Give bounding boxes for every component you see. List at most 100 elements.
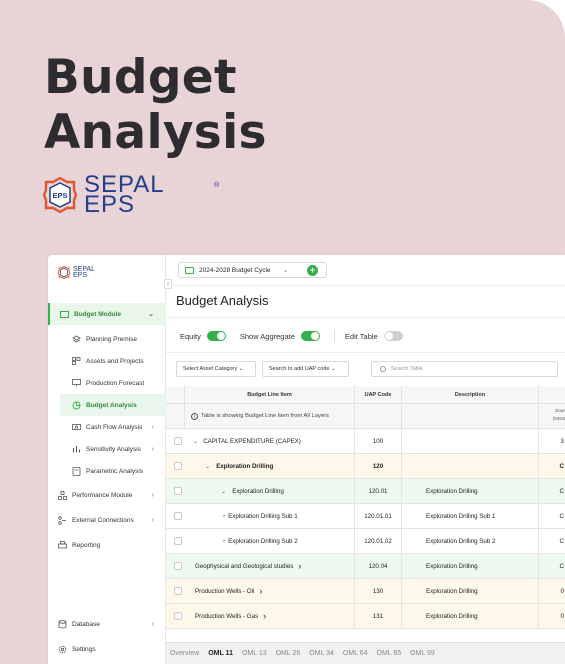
divider	[166, 285, 565, 286]
table-header-budget-line-item: Budget Line Item	[185, 386, 355, 404]
tab-oml-26[interactable]: OML 26	[275, 650, 301, 657]
eps-hexagon-icon: EPS	[43, 177, 77, 213]
row-item-label: Exploration Drilling	[232, 487, 284, 495]
sidebar-item-label: Sensitivity Analysis	[86, 445, 141, 453]
row-value-partial: C	[559, 537, 564, 545]
add-cycle-button[interactable]: +	[307, 265, 318, 276]
source-unit-partial: (NGN	[552, 417, 565, 422]
equity-toggle[interactable]	[206, 331, 226, 341]
sidebar-item-cash-flow-analysis[interactable]: Cash Flow Analysis ›	[48, 416, 166, 438]
tab-oml-11[interactable]: OML 11	[208, 650, 233, 657]
sidebar-item-performance-module[interactable]: Performance Module ›	[48, 484, 166, 506]
tab-overview[interactable]: Overview	[170, 650, 200, 657]
hierarchy-icon	[58, 490, 67, 500]
eps-hexagon-icon	[58, 266, 70, 279]
main-panel: 2024-2028 Budget Cycle ⌄ + Budget Analys…	[166, 255, 565, 664]
table-row[interactable]: Production Wells - Oil › 130 Exploration…	[166, 579, 565, 604]
equity-toggle-label: Equity	[180, 331, 201, 341]
tab-oml-64[interactable]: OML 64	[342, 650, 368, 657]
sidebar-collapse-button[interactable]: ›	[164, 279, 172, 289]
row-description	[402, 429, 539, 453]
logo-badge-text: EPS	[52, 191, 67, 200]
sidebar-logo-line-2: EPS	[73, 271, 88, 279]
chevron-right-icon[interactable]: ›	[263, 611, 267, 621]
sidebar-item-label: Parametric Analysis	[86, 467, 144, 475]
hero-title: Budget Analysis	[44, 50, 267, 160]
row-checkbox[interactable]	[174, 537, 182, 545]
show-aggregate-toggle[interactable]	[300, 331, 320, 341]
table-row[interactable]: Production Wells - Gas › 131 Exploration…	[166, 604, 565, 629]
source-header-partial: Sour	[554, 409, 565, 414]
printer-icon	[58, 540, 67, 550]
sidebar-item-production-forecast[interactable]: Production Forecast	[48, 372, 166, 394]
row-checkbox[interactable]	[174, 587, 182, 595]
row-checkbox[interactable]	[174, 487, 182, 495]
tab-oml-34[interactable]: OML 34	[309, 650, 334, 657]
uap-code-select[interactable]: Search to add UAP code ⌄	[262, 361, 349, 377]
table-row[interactable]: ⌄ Exploration Drilling 120.01 Exploratio…	[166, 479, 565, 504]
row-uap-code: 120.04	[355, 554, 402, 578]
row-value-partial: 0	[560, 612, 564, 620]
row-value-partial: 3	[560, 437, 564, 445]
row-uap-code: 120	[355, 454, 402, 478]
tab-oml-65[interactable]: OML 65	[376, 650, 402, 657]
chevron-down-icon[interactable]: ⌄	[221, 487, 227, 495]
sidebar-item-sensitivity-analysis[interactable]: Sensitivity Analysis ›	[48, 438, 166, 460]
bullet-icon: •	[223, 512, 226, 520]
chevron-down-icon[interactable]: ⌄	[205, 462, 211, 470]
row-uap-code: 120.01.01	[355, 504, 402, 528]
row-description: Exploration Drilling	[402, 554, 539, 578]
chevron-down-icon[interactable]: ⌄	[193, 437, 199, 445]
app-window: SEPAL EPS Budget Module ⌄ Planning Premi…	[48, 255, 565, 664]
chevron-right-icon[interactable]: ›	[298, 561, 302, 571]
search-input[interactable]: Search Table	[371, 361, 558, 377]
row-description: Exploration Drilling Sub 2	[402, 529, 539, 553]
row-description: Exploration Drilling	[402, 479, 539, 503]
sidebar-item-label: Performance Module	[72, 491, 133, 499]
search-placeholder: Search Table	[391, 366, 424, 372]
edit-table-toggle-label: Edit Table	[344, 331, 378, 341]
sidebar-item-reporting[interactable]: Reporting	[48, 534, 166, 556]
row-checkbox[interactable]	[174, 562, 182, 570]
calculator-icon	[72, 466, 81, 476]
chevron-down-icon: ⌄	[282, 267, 289, 274]
sidebar-item-assets-and-projects[interactable]: Assets and Projects	[48, 350, 166, 372]
sidebar-item-parametric-analysis[interactable]: Parametric Analysis	[48, 460, 166, 482]
sidebar-item-planning-premise[interactable]: Planning Premise	[48, 328, 166, 350]
layers-icon	[72, 335, 81, 344]
sidebar-item-budget-module[interactable]: Budget Module ⌄	[48, 303, 166, 325]
table-row[interactable]: Geophysical and Geological studies › 120…	[166, 554, 565, 579]
chevron-right-icon: ›	[151, 620, 154, 628]
row-checkbox[interactable]	[174, 512, 182, 520]
folder-icon	[185, 266, 194, 274]
sidebar-item-external-connections[interactable]: External Connections ›	[48, 509, 166, 531]
table-row[interactable]: ⌄ CAPITAL EXPENDITURE (CAPEX) 100 3	[166, 429, 565, 454]
sidebar-item-database[interactable]: Database ›	[48, 613, 166, 635]
chevron-right-icon[interactable]: ›	[259, 586, 263, 596]
row-checkbox[interactable]	[174, 437, 182, 445]
row-checkbox[interactable]	[174, 612, 182, 620]
sidebar-item-budget-analysis[interactable]: Budget Analysis	[60, 394, 166, 416]
budget-cycle-select[interactable]: 2024-2028 Budget Cycle ⌄ +	[178, 262, 327, 278]
edit-table-toggle[interactable]	[383, 331, 403, 341]
table-header-description: Description	[402, 386, 539, 404]
row-description	[402, 454, 539, 478]
tab-oml-13[interactable]: OML 13	[241, 650, 267, 657]
table-row[interactable]: • Exploration Drilling Sub 2 120.01.02 E…	[166, 529, 565, 554]
row-description: Exploration Drilling	[402, 579, 539, 603]
table-row[interactable]: ⌄ Exploration Drilling 120 C	[166, 454, 565, 479]
row-value-partial: C	[559, 487, 564, 495]
divider	[166, 352, 565, 353]
sidebar-item-settings[interactable]: Settings	[48, 638, 166, 660]
row-checkbox[interactable]	[174, 462, 182, 470]
pie-chart-icon	[72, 401, 81, 410]
row-uap-code: 120.01	[355, 479, 402, 503]
asset-category-select[interactable]: Select Asset Category ⌄	[176, 361, 256, 377]
table-header-partial	[539, 386, 565, 404]
page-title: Budget Analysis	[176, 293, 269, 308]
tab-oml-99[interactable]: OML 99	[410, 650, 435, 657]
table-row[interactable]: • Exploration Drilling Sub 1 120.01.01 E…	[166, 504, 565, 529]
row-value-partial: C	[559, 562, 564, 570]
sidebar-item-label: Budget Module	[74, 310, 121, 318]
